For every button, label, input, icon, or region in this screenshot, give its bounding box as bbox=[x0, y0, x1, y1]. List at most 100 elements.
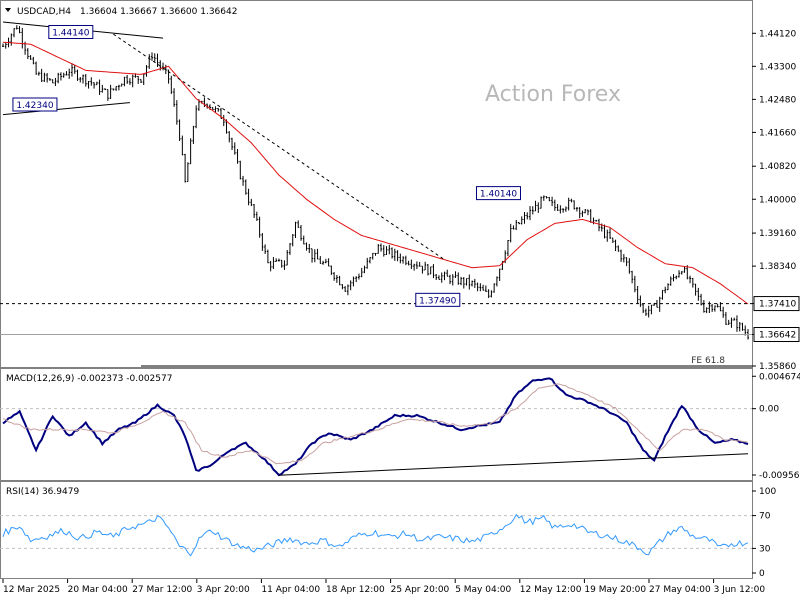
candle bbox=[620, 249, 623, 262]
candle bbox=[65, 71, 68, 76]
candle bbox=[2, 43, 4, 47]
candle bbox=[335, 274, 338, 283]
level-label-text: 1.40140 bbox=[480, 190, 517, 200]
time-axis-tick-label: 27 Mar 12:00 bbox=[132, 585, 192, 595]
price-axis-tick-label: 1.40000 bbox=[759, 195, 796, 205]
candle bbox=[658, 296, 661, 312]
candle bbox=[727, 319, 730, 325]
macd-axis-tick-label: 0.004674 bbox=[759, 372, 800, 382]
candle bbox=[669, 276, 672, 286]
collapse-triangle-icon[interactable] bbox=[5, 8, 11, 12]
candle bbox=[440, 272, 443, 283]
candle bbox=[407, 260, 410, 266]
candle bbox=[432, 264, 435, 279]
candle bbox=[429, 266, 432, 275]
watermark: Action Forex bbox=[485, 82, 621, 107]
candle bbox=[520, 216, 523, 225]
candle bbox=[570, 198, 573, 203]
candle bbox=[228, 131, 231, 143]
candle bbox=[10, 33, 13, 46]
candle bbox=[313, 249, 316, 263]
candle bbox=[117, 84, 120, 91]
candle bbox=[305, 242, 308, 251]
candle bbox=[426, 264, 429, 276]
level-label-text: 1.42340 bbox=[16, 101, 53, 111]
candle bbox=[13, 28, 16, 38]
candle bbox=[744, 325, 747, 336]
candle bbox=[115, 86, 118, 91]
candle bbox=[611, 237, 614, 243]
time-axis-tick-label: 20 Mar 04:00 bbox=[68, 585, 128, 595]
candle bbox=[553, 199, 556, 211]
macd-axis-tick-label: -0.009568 bbox=[759, 471, 800, 481]
candle bbox=[410, 259, 413, 270]
time-axis-tick-label: 5 May 04:00 bbox=[455, 585, 511, 595]
price-axis-tick-label: 1.37410 bbox=[759, 300, 796, 310]
candle bbox=[73, 64, 76, 74]
candle bbox=[319, 256, 322, 264]
candle bbox=[595, 219, 598, 222]
candle bbox=[26, 48, 29, 60]
candle bbox=[239, 160, 242, 180]
price-axis-tick-label: 1.43300 bbox=[759, 62, 796, 72]
price-axis-tick-label: 1.41660 bbox=[759, 128, 796, 138]
candle bbox=[264, 244, 267, 255]
candle bbox=[244, 179, 247, 195]
candle bbox=[573, 200, 576, 210]
price-axis-tick-label: 1.36642 bbox=[759, 331, 796, 341]
candle bbox=[145, 65, 148, 77]
candle bbox=[495, 276, 498, 287]
candle bbox=[578, 207, 581, 219]
candle bbox=[242, 175, 245, 186]
candle bbox=[689, 275, 692, 284]
candle bbox=[418, 261, 421, 267]
candle bbox=[355, 276, 358, 283]
candle bbox=[106, 89, 109, 101]
candle bbox=[300, 225, 302, 241]
candle bbox=[51, 79, 54, 84]
candle bbox=[534, 200, 537, 212]
time-axis: 12 Mar 2025 20 Mar 04:00 27 Mar 12:00 3 Apr… bbox=[2, 579, 765, 595]
candle bbox=[598, 218, 600, 232]
candle bbox=[142, 73, 145, 86]
candle bbox=[471, 280, 474, 287]
candle bbox=[330, 265, 333, 275]
candle bbox=[302, 235, 305, 245]
candle bbox=[148, 54, 151, 69]
time-axis-tick-label: 3 Apr 20:00 bbox=[197, 585, 250, 595]
rsi-series bbox=[0, 513, 752, 557]
candle bbox=[236, 148, 239, 164]
candle bbox=[90, 77, 93, 86]
candle bbox=[357, 273, 360, 280]
price-axis-tick-label: 1.38340 bbox=[759, 262, 796, 272]
candle bbox=[636, 285, 639, 304]
candle bbox=[515, 219, 518, 230]
candle bbox=[344, 286, 347, 292]
ohlc-readout: 1.36604 1.36667 1.36600 1.36642 bbox=[80, 7, 237, 17]
candle bbox=[603, 224, 606, 239]
candle bbox=[443, 271, 446, 281]
level-label-box bbox=[476, 186, 521, 201]
price-axis-tick-label: 1.40820 bbox=[759, 162, 796, 172]
candle bbox=[526, 212, 529, 220]
candle bbox=[68, 68, 71, 79]
candle bbox=[609, 228, 612, 239]
level-label-text: 1.44140 bbox=[52, 29, 89, 39]
macd-series bbox=[0, 377, 752, 477]
candle bbox=[454, 271, 457, 278]
candle bbox=[482, 284, 485, 291]
candle bbox=[556, 204, 559, 211]
candle bbox=[308, 243, 311, 253]
price-horizontal-levels: FE 61.8 bbox=[0, 303, 752, 367]
candle bbox=[368, 257, 371, 264]
level-label: 1.44140 bbox=[48, 25, 94, 39]
candle bbox=[126, 75, 129, 84]
candle bbox=[391, 247, 394, 259]
candle bbox=[175, 100, 178, 125]
candle bbox=[691, 277, 694, 288]
candle bbox=[59, 72, 62, 81]
candle bbox=[181, 135, 184, 156]
price-axis-tick-label: 1.39160 bbox=[759, 229, 796, 239]
